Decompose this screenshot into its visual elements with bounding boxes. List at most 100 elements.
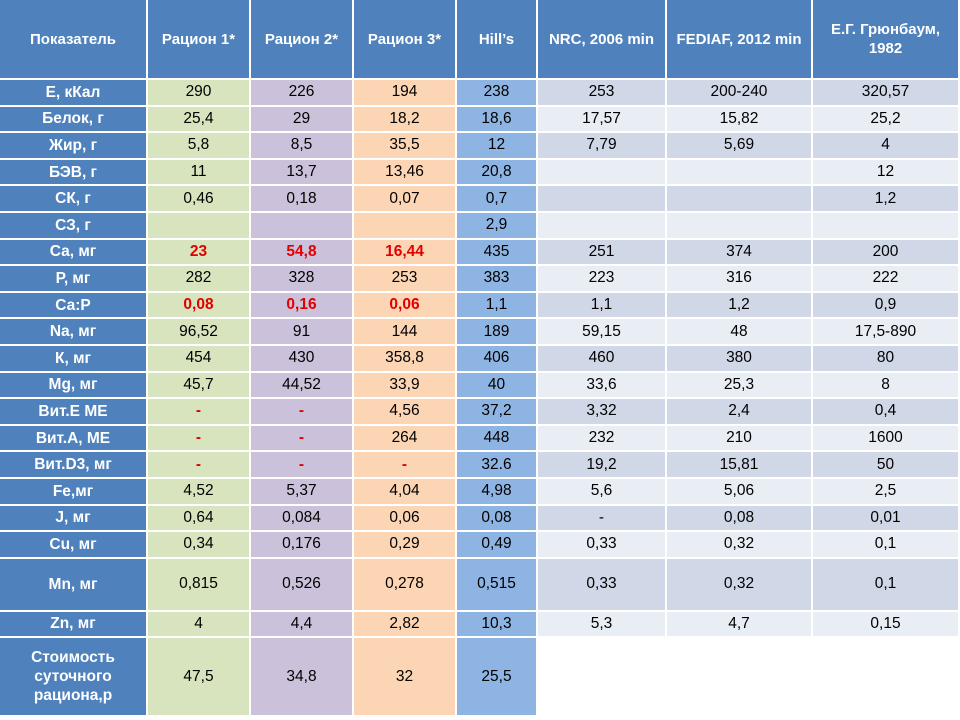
row-label: Стоимость суточного рациона,р <box>0 638 148 718</box>
cell-grunbaum-1982: 17,5-890 <box>813 319 960 346</box>
table-row: Вит.D3, мг - - -32.6 19,2 15,81 50 <box>0 452 960 479</box>
table-row: Е, кКал 290 226 194 238 253 200-240 320,57 <box>0 80 960 107</box>
row-label: СЗ, г <box>0 212 148 240</box>
cell-ration-3: 0,07 <box>354 186 457 213</box>
cell-hills: 238 <box>457 80 538 107</box>
cell-hills: 4,98 <box>457 478 538 506</box>
header-ration-3: Рацион 3* <box>354 0 457 80</box>
table-row: СК, г 0,46 0,18 0,07 0,7 1,2 <box>0 186 960 213</box>
cell-fediaf-2012: 316 <box>667 266 813 293</box>
table-row: К, мг 454 430 358,8 406 460 380 80 <box>0 345 960 373</box>
cell-ration-2: 0,526 <box>251 558 354 612</box>
cell-hills: 406 <box>457 345 538 373</box>
cell-hills: 189 <box>457 319 538 346</box>
cell-nrc-2006 <box>538 212 667 240</box>
cell-grunbaum-1982: 50 <box>813 452 960 479</box>
cell-grunbaum-1982: 0,15 <box>813 611 960 639</box>
cell-hills: 0,49 <box>457 532 538 559</box>
cell-ration-2: 0,176 <box>251 532 354 559</box>
cell-ration-3: 0,06 <box>354 292 457 320</box>
cell-grunbaum-1982 <box>813 212 960 240</box>
cell-ration-3: 194 <box>354 80 457 107</box>
cell-fediaf-2012 <box>667 186 813 213</box>
cell-ration-3: 4,56 <box>354 399 457 426</box>
table-row: Fe,мг 4,52 5,37 4,04 4,98 5,6 5,06 2,5 <box>0 478 960 506</box>
cell-grunbaum-1982: 12 <box>813 159 960 187</box>
cell-fediaf-2012: 380 <box>667 345 813 373</box>
cell-fediaf-2012: 48 <box>667 319 813 346</box>
table-row: Стоимость суточного рациона,р 47,5 34,8 32 2… <box>0 638 960 718</box>
cell-ration-2 <box>251 212 354 240</box>
cell-hills: 10,3 <box>457 611 538 639</box>
table-row: Mg, мг 45,7 44,52 33,9 40 33,6 25,3 8 <box>0 372 960 400</box>
cell-nrc-2006: 0,33 <box>538 532 667 559</box>
cell-nrc-2006: 0,33 <box>538 558 667 612</box>
cell-ration-2: - <box>251 399 354 426</box>
cell-ration-2: 430 <box>251 345 354 373</box>
cell-hills: 448 <box>457 425 538 453</box>
cell-hills: 12 <box>457 133 538 160</box>
cell-nrc-2006: 1,1 <box>538 292 667 320</box>
cell-ration-3: 32 <box>354 638 457 718</box>
cell-ration-3: - <box>354 452 457 479</box>
cell-nrc-2006: 59,15 <box>538 319 667 346</box>
cell-fediaf-2012: 210 <box>667 425 813 453</box>
table-row: СЗ, г 2,9 <box>0 212 960 240</box>
row-label: К, мг <box>0 345 148 373</box>
cell-hills: 18,6 <box>457 106 538 134</box>
cell-ration-3: 2,82 <box>354 611 457 639</box>
cell-fediaf-2012: 5,69 <box>667 133 813 160</box>
cell-nrc-2006: 5,6 <box>538 478 667 506</box>
cell-ration-3: 16,44 <box>354 239 457 267</box>
cell-grunbaum-1982: 0,01 <box>813 505 960 533</box>
cell-fediaf-2012: 0,32 <box>667 558 813 612</box>
row-label: Cu, мг <box>0 532 148 559</box>
cell-grunbaum-1982: 0,1 <box>813 532 960 559</box>
row-label: Е, кКал <box>0 80 148 107</box>
table-row: Вит.А, МЕ - -264 448 232 210 1600 <box>0 425 960 453</box>
cell-ration-1: 11 <box>148 159 251 187</box>
cell-grunbaum-1982: 320,57 <box>813 80 960 107</box>
cell-ration-1: 45,7 <box>148 372 251 400</box>
cell-hills: 40 <box>457 372 538 400</box>
cell-fediaf-2012: 15,81 <box>667 452 813 479</box>
cell-fediaf-2012: 25,3 <box>667 372 813 400</box>
row-label: Вит.А, МЕ <box>0 425 148 453</box>
cell-ration-2: 328 <box>251 266 354 293</box>
cell-grunbaum-1982: 0,4 <box>813 399 960 426</box>
cell-fediaf-2012: 1,2 <box>667 292 813 320</box>
cell-ration-3: 264 <box>354 425 457 453</box>
cell-fediaf-2012: 15,82 <box>667 106 813 134</box>
cell-hills: 37,2 <box>457 399 538 426</box>
cell-nrc-2006: 232 <box>538 425 667 453</box>
cell-grunbaum-1982: 4 <box>813 133 960 160</box>
cell-grunbaum-1982: 1,2 <box>813 186 960 213</box>
cell-fediaf-2012 <box>667 159 813 187</box>
cell-nrc-2006: 19,2 <box>538 452 667 479</box>
cell-fediaf-2012: 5,06 <box>667 478 813 506</box>
cell-hills: 2,9 <box>457 212 538 240</box>
cell-fediaf-2012: 200-240 <box>667 80 813 107</box>
cell-nrc-2006: - <box>538 505 667 533</box>
cell-ration-3: 358,8 <box>354 345 457 373</box>
cell-ration-1: 0,08 <box>148 292 251 320</box>
cell-ration-1: 282 <box>148 266 251 293</box>
row-label: Mn, мг <box>0 558 148 612</box>
row-label: Fe,мг <box>0 478 148 506</box>
cell-nrc-2006: 223 <box>538 266 667 293</box>
cell-hills: 32.6 <box>457 452 538 479</box>
table-row: Mn, мг 0,815 0,526 0,278 0,515 0,33 0,32 0,1 <box>0 558 960 612</box>
cell-hills: 435 <box>457 239 538 267</box>
header-ration-1: Рацион 1* <box>148 0 251 80</box>
cell-ration-1: 0,46 <box>148 186 251 213</box>
header-row: Показатель Рацион 1* Рацион 2* Рацион 3*… <box>0 0 960 80</box>
table-row: Белок, г 25,4 29 18,2 18,6 17,57 15,82 25,2 <box>0 106 960 134</box>
cell-nrc-2006: 3,32 <box>538 399 667 426</box>
cell-nrc-2006: 460 <box>538 345 667 373</box>
cell-ration-3: 0,278 <box>354 558 457 612</box>
cell-ration-1 <box>148 212 251 240</box>
cell-ration-2: 226 <box>251 80 354 107</box>
table-row: Са, мг 23 54,8 16,44 435 251 374 200 <box>0 239 960 267</box>
cell-ration-2: 0,18 <box>251 186 354 213</box>
